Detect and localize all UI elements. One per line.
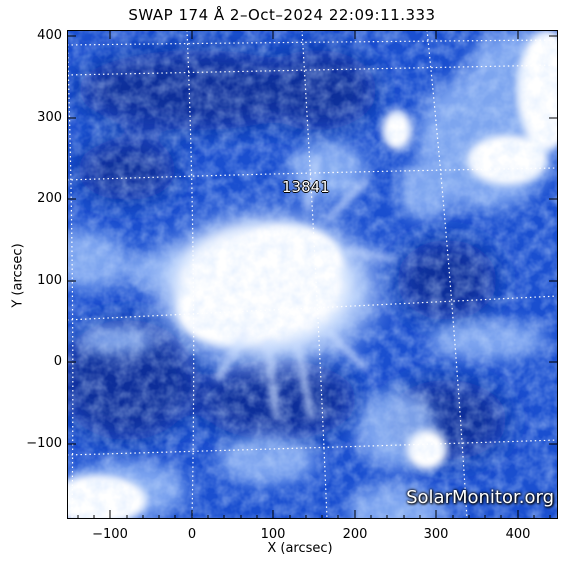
plot-title: SWAP 174 Å 2–Oct–2024 22:09:11.333 (128, 6, 436, 24)
x-tick-label: 400 (505, 527, 531, 542)
y-tick-label: 400 (37, 28, 62, 43)
watermark: SolarMonitor.org (406, 487, 554, 508)
active-region-label: 13841 (282, 178, 330, 196)
y-tick-label: 100 (37, 273, 62, 288)
x-tick-label: 200 (342, 527, 368, 542)
x-axis-label: X (arcsec) (267, 541, 333, 556)
y-tick-label: 200 (37, 191, 62, 206)
y-axis-label: Y (arcsec) (10, 243, 26, 308)
x-tick-label: −100 (92, 527, 128, 542)
coordinate-grid (67, 30, 558, 519)
y-tick-label: 0 (53, 354, 62, 369)
solar-image-panel (67, 30, 558, 519)
x-tick-label: 300 (423, 527, 449, 542)
x-tick-label: 0 (187, 527, 197, 542)
x-tick-label: 100 (260, 527, 286, 542)
y-tick-label: 300 (37, 110, 62, 125)
texture-overlay (67, 30, 558, 519)
y-tick-label: −100 (26, 436, 62, 451)
